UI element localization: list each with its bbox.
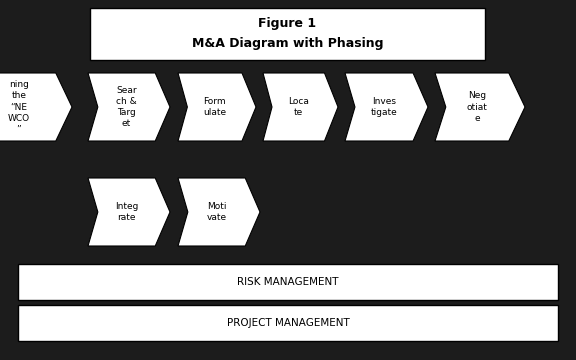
Polygon shape xyxy=(435,73,525,141)
Polygon shape xyxy=(178,178,260,246)
Polygon shape xyxy=(345,73,428,141)
FancyBboxPatch shape xyxy=(18,264,558,300)
Text: ning
the
“NE
WCO
”: ning the “NE WCO ” xyxy=(8,80,30,134)
Polygon shape xyxy=(88,178,170,246)
Text: Sear
ch &
Targ
et: Sear ch & Targ et xyxy=(116,86,137,128)
Text: Neg
otiat
e: Neg otiat e xyxy=(467,91,488,123)
Text: Figure 1
M&A Diagram with Phasing: Figure 1 M&A Diagram with Phasing xyxy=(192,18,383,50)
Text: RISK MANAGEMENT: RISK MANAGEMENT xyxy=(237,277,339,287)
Text: Form
ulate: Form ulate xyxy=(203,97,226,117)
Text: PROJECT MANAGEMENT: PROJECT MANAGEMENT xyxy=(226,318,350,328)
Polygon shape xyxy=(88,73,170,141)
Text: Integ
rate: Integ rate xyxy=(115,202,138,222)
Text: Moti
vate: Moti vate xyxy=(206,202,226,222)
Text: Inves
tigate: Inves tigate xyxy=(370,97,397,117)
FancyBboxPatch shape xyxy=(90,8,485,60)
Polygon shape xyxy=(0,73,72,141)
Polygon shape xyxy=(178,73,256,141)
FancyBboxPatch shape xyxy=(18,305,558,341)
Text: Loca
te: Loca te xyxy=(288,97,309,117)
Polygon shape xyxy=(263,73,338,141)
